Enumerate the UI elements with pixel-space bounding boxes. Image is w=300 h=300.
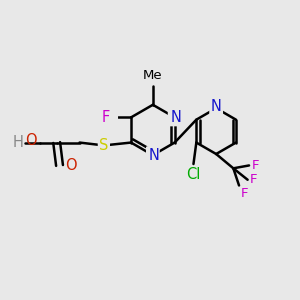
Text: N: N xyxy=(211,101,222,116)
Text: N: N xyxy=(149,148,160,163)
Text: F: F xyxy=(101,110,110,125)
Text: Me: Me xyxy=(143,69,163,82)
Text: F: F xyxy=(251,159,259,172)
Text: S: S xyxy=(99,138,109,153)
Text: N: N xyxy=(169,110,180,125)
Text: F: F xyxy=(250,173,257,186)
Text: H: H xyxy=(13,135,24,150)
Text: O: O xyxy=(65,158,76,173)
Text: N: N xyxy=(171,110,182,125)
Text: N: N xyxy=(211,99,222,114)
Text: N: N xyxy=(147,148,158,163)
Text: S: S xyxy=(99,138,109,153)
Text: Cl: Cl xyxy=(186,167,201,182)
Text: F: F xyxy=(108,110,117,125)
Text: O: O xyxy=(26,133,37,148)
Text: F: F xyxy=(241,187,248,200)
